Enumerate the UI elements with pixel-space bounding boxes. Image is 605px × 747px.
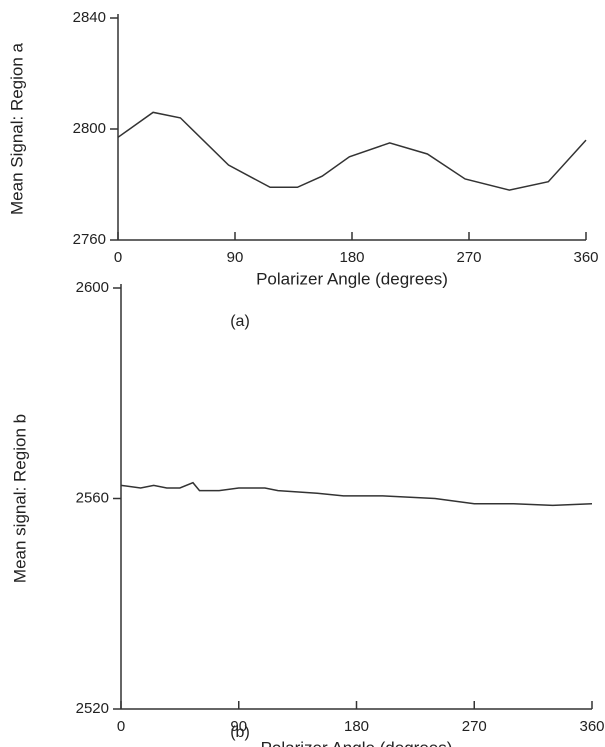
caption: (b)	[230, 724, 250, 741]
y-tick-label: 2600	[76, 279, 109, 296]
y-tick-label: 2560	[76, 489, 109, 506]
data-line	[120, 481, 593, 507]
x-tick-label: 270	[462, 718, 487, 735]
x-tick-label: 180	[344, 718, 369, 735]
y-tick-label: 2840	[73, 9, 106, 26]
x-tick-label: 270	[456, 249, 481, 266]
x-tick-label: 0	[114, 249, 122, 266]
x-axis-label: Polarizer Angle (degrees)	[256, 269, 448, 288]
y-tick-label: 2800	[73, 120, 106, 137]
y-axis-label: Mean Signal: Region a	[7, 42, 26, 215]
y-axis-label: Mean signal: Region b	[10, 414, 29, 583]
x-tick-label: 180	[339, 249, 364, 266]
y-tick-label: 2520	[76, 700, 109, 717]
y-tick-label: 2760	[73, 231, 106, 248]
x-tick-label: 90	[227, 249, 244, 266]
x-tick-label: 90	[230, 718, 247, 735]
caption: (a)	[230, 313, 250, 330]
x-tick-label: 360	[573, 249, 598, 266]
x-tick-label: 360	[579, 718, 604, 735]
data-line	[117, 111, 587, 191]
x-tick-label: 0	[117, 718, 125, 735]
x-axis-label: Polarizer Angle (degrees)	[261, 738, 453, 747]
